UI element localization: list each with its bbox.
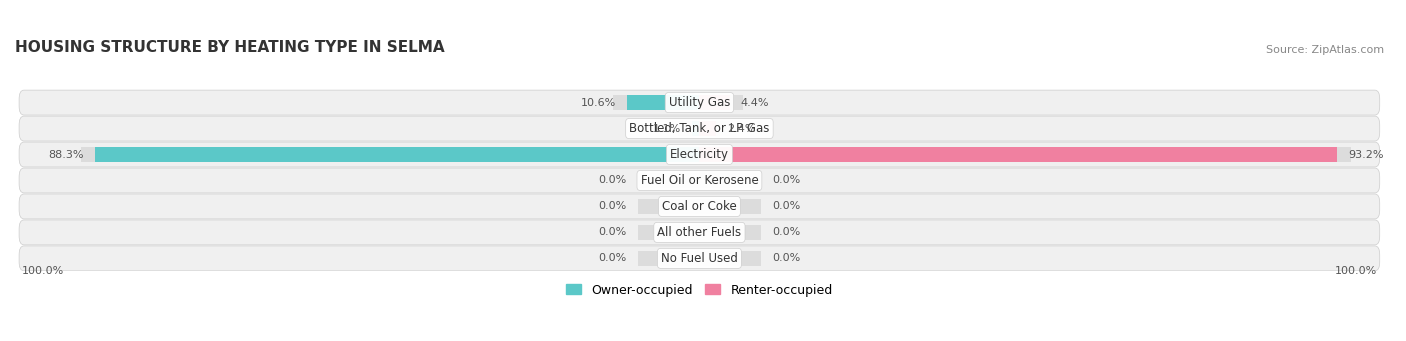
- Bar: [678, 121, 699, 136]
- Text: 0.0%: 0.0%: [772, 202, 800, 211]
- Legend: Owner-occupied, Renter-occupied: Owner-occupied, Renter-occupied: [561, 279, 838, 301]
- Text: Utility Gas: Utility Gas: [669, 96, 730, 109]
- Text: 100.0%: 100.0%: [1334, 266, 1376, 276]
- Text: 0.0%: 0.0%: [772, 227, 800, 237]
- Text: 0.0%: 0.0%: [772, 253, 800, 263]
- FancyBboxPatch shape: [20, 168, 1379, 193]
- Text: 1.1%: 1.1%: [652, 123, 681, 134]
- FancyBboxPatch shape: [20, 142, 1379, 167]
- Text: 100.0%: 100.0%: [22, 266, 65, 276]
- FancyBboxPatch shape: [20, 194, 1379, 219]
- Text: All other Fuels: All other Fuels: [658, 226, 741, 239]
- Bar: [699, 121, 716, 136]
- Bar: [638, 199, 699, 214]
- Text: 2.4%: 2.4%: [727, 123, 755, 134]
- Text: Electricity: Electricity: [669, 148, 728, 161]
- Text: 0.0%: 0.0%: [599, 253, 627, 263]
- Text: HOUSING STRUCTURE BY HEATING TYPE IN SELMA: HOUSING STRUCTURE BY HEATING TYPE IN SEL…: [15, 40, 444, 55]
- Bar: [638, 173, 699, 188]
- Bar: [638, 251, 699, 266]
- Bar: [638, 225, 699, 240]
- Text: Fuel Oil or Kerosene: Fuel Oil or Kerosene: [641, 174, 758, 187]
- FancyBboxPatch shape: [20, 246, 1379, 271]
- Text: 0.0%: 0.0%: [599, 176, 627, 186]
- Text: 4.4%: 4.4%: [741, 98, 769, 108]
- FancyBboxPatch shape: [20, 116, 1379, 141]
- Bar: [613, 95, 699, 110]
- Bar: [699, 173, 761, 188]
- Bar: [699, 251, 761, 266]
- Bar: [627, 95, 699, 110]
- Bar: [699, 199, 761, 214]
- Text: 10.6%: 10.6%: [581, 98, 616, 108]
- Text: 93.2%: 93.2%: [1348, 149, 1384, 160]
- Bar: [699, 147, 1337, 162]
- Bar: [699, 121, 730, 136]
- Bar: [699, 147, 1351, 162]
- Text: Coal or Coke: Coal or Coke: [662, 200, 737, 213]
- Bar: [699, 225, 761, 240]
- Bar: [699, 95, 744, 110]
- Text: Source: ZipAtlas.com: Source: ZipAtlas.com: [1265, 45, 1384, 55]
- Text: Bottled, Tank, or LP Gas: Bottled, Tank, or LP Gas: [630, 122, 769, 135]
- FancyBboxPatch shape: [20, 90, 1379, 115]
- Bar: [699, 95, 730, 110]
- Bar: [692, 121, 699, 136]
- Text: 0.0%: 0.0%: [599, 202, 627, 211]
- Text: 0.0%: 0.0%: [772, 176, 800, 186]
- Text: 0.0%: 0.0%: [599, 227, 627, 237]
- FancyBboxPatch shape: [20, 220, 1379, 245]
- Text: 88.3%: 88.3%: [49, 149, 84, 160]
- Text: No Fuel Used: No Fuel Used: [661, 252, 738, 265]
- Bar: [96, 147, 699, 162]
- Bar: [82, 147, 699, 162]
